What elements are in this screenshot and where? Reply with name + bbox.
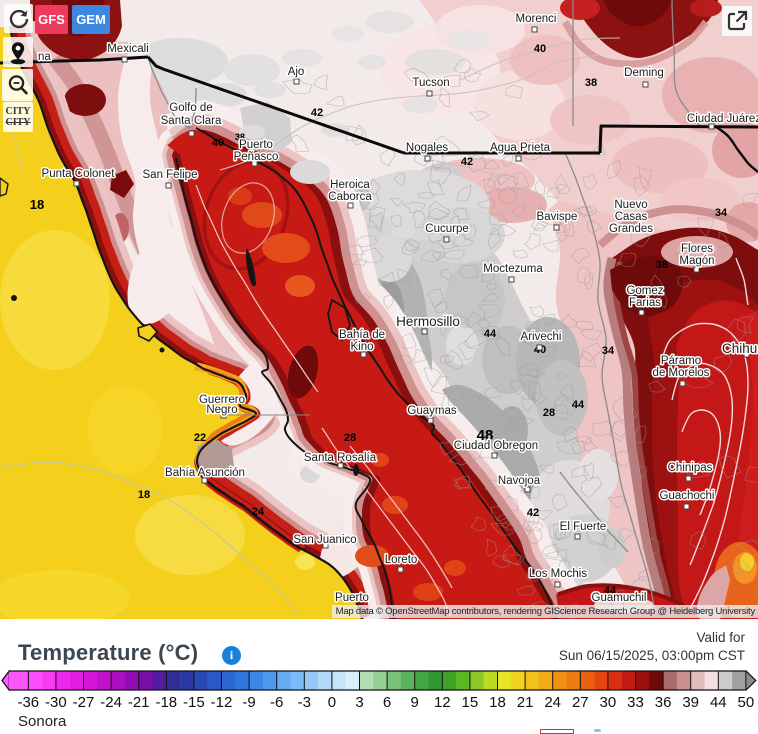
svg-text:Bavispe: Bavispe [537,211,578,223]
svg-text:Chinipas: Chinipas [668,462,713,474]
svg-text:Bahía de: Bahía de [339,329,385,341]
svg-text:Ajo: Ajo [288,66,305,78]
svg-text:San Juanico: San Juanico [293,534,356,546]
svg-text:-24: -24 [100,694,122,711]
svg-text:Guamuchil: Guamuchil [592,592,647,604]
svg-text:39: 39 [682,694,699,711]
svg-text:40: 40 [212,137,224,149]
svg-text:Heroica: Heroica [330,179,370,191]
svg-text:Santa Clara: Santa Clara [161,115,222,127]
svg-text:Agua Prieta: Agua Prieta [490,142,551,154]
svg-text:El Fuerte: El Fuerte [560,521,607,533]
svg-text:Negro: Negro [206,404,237,416]
svg-text:-36: -36 [17,694,39,711]
svg-text:-6: -6 [270,694,283,711]
svg-text:18: 18 [30,197,44,212]
svg-text:40: 40 [534,43,546,55]
svg-text:Arivechi: Arivechi [521,331,562,343]
svg-text:Moctezuma: Moctezuma [483,263,543,275]
svg-text:34: 34 [715,207,728,219]
svg-text:18: 18 [489,694,506,711]
svg-text:Grandes: Grandes [609,223,653,235]
svg-text:42: 42 [461,156,473,168]
svg-text:0: 0 [328,694,336,711]
svg-text:Hermosillo: Hermosillo [396,314,460,329]
svg-text:Puerto: Puerto [239,139,273,151]
svg-text:15: 15 [462,694,479,711]
svg-text:Los Mochis: Los Mochis [529,568,587,580]
svg-text:-18: -18 [155,694,177,711]
svg-text:Puerto: Puerto [335,592,369,604]
svg-text:Guaymas: Guaymas [407,405,456,417]
svg-text:Guerrero: Guerrero [199,394,245,406]
svg-text:6: 6 [383,694,391,711]
svg-text:Gomez: Gomez [626,285,663,297]
svg-text:34: 34 [602,345,615,357]
svg-text:42: 42 [311,107,323,119]
svg-text:12: 12 [434,694,451,711]
svg-text:24: 24 [544,694,561,711]
svg-text:Casas: Casas [615,211,648,223]
svg-text:-9: -9 [242,694,255,711]
svg-text:Loreto: Loreto [385,554,418,566]
svg-text:Bahía Asunción: Bahía Asunción [165,467,245,479]
svg-text:33: 33 [627,694,644,711]
svg-text:Tucson: Tucson [412,77,449,89]
svg-text:28: 28 [344,432,356,444]
svg-text:Kino: Kino [350,341,373,353]
svg-text:44: 44 [604,585,617,597]
svg-text:Páramo: Páramo [661,355,701,367]
svg-text:42: 42 [527,507,539,519]
svg-text:44: 44 [572,399,585,411]
svg-text:22: 22 [194,432,206,444]
svg-text:38: 38 [235,132,245,142]
svg-text:Santa Rosalía: Santa Rosalía [304,452,377,464]
svg-text:38: 38 [585,77,597,89]
svg-text:Navojoa: Navojoa [498,475,541,487]
svg-text:Morenci: Morenci [516,13,557,25]
svg-text:Guachochi: Guachochi [660,490,715,502]
svg-text:Cucurpe: Cucurpe [425,223,468,235]
svg-text:-12: -12 [211,694,233,711]
svg-text:-27: -27 [73,694,95,711]
svg-text:Flores: Flores [681,243,713,255]
svg-text:Farias: Farias [629,297,661,309]
svg-text:na: na [38,51,51,63]
svg-text:Mexicali: Mexicali [107,43,149,55]
svg-text:27: 27 [572,694,589,711]
svg-text:9: 9 [411,694,419,711]
svg-text:Golfo de: Golfo de [169,102,212,114]
svg-text:48: 48 [477,427,494,444]
svg-text:50: 50 [738,694,755,711]
svg-text:21: 21 [517,694,534,711]
svg-text:Nuevo: Nuevo [614,199,647,211]
svg-text:-30: -30 [45,694,67,711]
svg-text:28: 28 [543,407,555,419]
svg-text:-3: -3 [298,694,311,711]
svg-text:44: 44 [484,328,497,340]
svg-text:44: 44 [710,694,727,711]
svg-text:3: 3 [355,694,363,711]
svg-text:Punta Colonet: Punta Colonet [42,168,116,180]
svg-text:Deming: Deming [624,67,664,79]
svg-text:38: 38 [656,259,668,271]
svg-text:Ciudad Obregon: Ciudad Obregon [454,440,538,452]
svg-text:San Felipe: San Felipe [143,169,198,181]
svg-text:Peñasco: Peñasco [234,151,279,163]
svg-text:Caborca: Caborca [328,191,372,203]
svg-text:30: 30 [600,694,617,711]
svg-text:Magón: Magón [679,255,714,267]
svg-text:-15: -15 [183,694,205,711]
svg-text:Chihuahua: Chihuahua [722,341,758,356]
svg-text:18: 18 [138,489,150,501]
svg-text:-21: -21 [128,694,150,711]
svg-text:de Morelos: de Morelos [653,367,710,379]
svg-text:Nogales: Nogales [406,142,448,154]
svg-text:36: 36 [655,694,672,711]
svg-text:Ciudad Juárez: Ciudad Juárez [687,113,758,125]
svg-text:24: 24 [252,506,265,518]
